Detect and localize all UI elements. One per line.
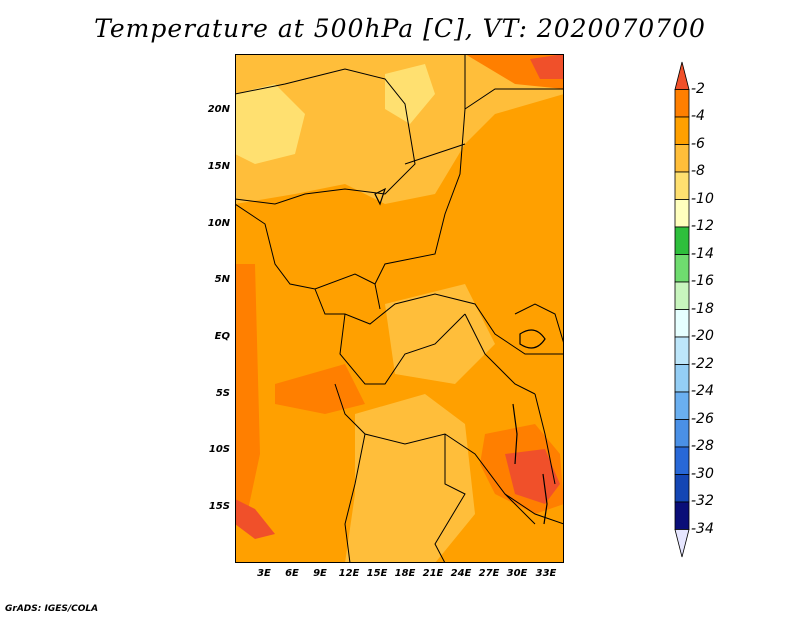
colorbar-label-m2: -2: [691, 81, 705, 97]
colorbar-label-m16: -16: [691, 273, 714, 289]
colorbar-swatch: [674, 171, 690, 200]
field-pale-south: [345, 394, 475, 563]
lake-malawi: [542, 473, 548, 525]
country-boundaries: [235, 54, 564, 563]
lat-label-5n: 5N: [214, 274, 230, 285]
boundary-congo: [339, 313, 466, 385]
lon-label-30e: 30E: [506, 568, 528, 579]
colorbar-label-m10: -10: [691, 191, 714, 207]
boundary-car: [314, 288, 564, 355]
field-hot-sw: [235, 499, 275, 539]
lat-label-10s: 10S: [208, 444, 230, 455]
boundary-niger-chad: [404, 143, 466, 165]
colorbar-bottom-triangle: [674, 529, 690, 558]
colorbar-label-m12: -12: [691, 218, 714, 234]
lon-label-12e: 12E: [338, 568, 360, 579]
colorbar-swatch: [674, 144, 690, 173]
colorbar-label-m24: -24: [691, 383, 714, 399]
colorbar-swatch: [674, 419, 690, 448]
colorbar-swatch: [674, 501, 690, 530]
map-frame: [235, 54, 564, 563]
lake-chad: [374, 187, 387, 206]
lat-label-15n: 15N: [207, 161, 230, 172]
boundary-zambia: [434, 434, 466, 563]
field-hot-se: [505, 449, 560, 504]
colorbar-label-m34: -34: [691, 521, 714, 537]
lakes: [374, 187, 548, 525]
colorbar-swatch: [674, 89, 690, 118]
field-hot-ne: [530, 54, 564, 79]
field-dark-sw: [275, 364, 365, 414]
colorbar-label-m30: -30: [691, 466, 714, 482]
boundary-nigeria: [235, 203, 376, 290]
colorbar-label-m26: -26: [691, 411, 714, 427]
lat-label-eq: EQ: [214, 331, 230, 342]
boundary-malawi: [504, 493, 564, 525]
lat-label-5s: 5S: [215, 388, 230, 399]
lon-label-27e: 27E: [478, 568, 500, 579]
lon-label-33e: 33E: [535, 568, 557, 579]
colorbar: [674, 61, 690, 558]
colorbar-swatch: [674, 336, 690, 365]
lon-label-9e: 9E: [313, 568, 327, 579]
field-pale-center: [385, 284, 495, 384]
lon-label-15e: 15E: [366, 568, 388, 579]
boundary-tanzania: [534, 393, 556, 485]
colorbar-swatch: [674, 446, 690, 475]
colorbar-swatch: [674, 391, 690, 420]
lat-label-15s: 15S: [208, 501, 230, 512]
lon-label-3e: 3E: [257, 568, 271, 579]
lon-label-6e: 6E: [285, 568, 299, 579]
boundary-drc-east: [464, 313, 536, 395]
field-dark-west: [235, 264, 260, 524]
boundary-uganda: [514, 303, 564, 345]
colorbar-swatch: [674, 226, 690, 255]
colorbar-swatch: [674, 199, 690, 228]
field-light-nw: [235, 84, 305, 164]
colorbar-swatch: [674, 474, 690, 503]
colorbar-swatch: [674, 309, 690, 338]
colorbar-label-m28: -28: [691, 438, 714, 454]
lat-label-10n: 10N: [207, 218, 230, 229]
colorbar-label-m4: -4: [691, 108, 705, 124]
temperature-field: [235, 54, 564, 563]
field-north-pale: [235, 54, 564, 204]
lake-victoria: [519, 329, 546, 349]
map-title: Temperature at 500hPa [C], VT: 202007070…: [94, 14, 706, 43]
colorbar-swatch: [674, 281, 690, 310]
colorbar-top-triangle: [674, 61, 690, 90]
lon-label-24e: 24E: [450, 568, 472, 579]
colorbar-label-m22: -22: [691, 356, 714, 372]
boundary-egypt-libya: [464, 54, 564, 110]
colorbar-swatch: [674, 254, 690, 283]
boundary-sahel-north: [235, 68, 416, 205]
field-light-n: [385, 64, 435, 124]
lon-label-18e: 18E: [394, 568, 416, 579]
colorbar-label-m14: -14: [691, 246, 714, 262]
lake-tanganyika: [512, 403, 518, 465]
lon-label-21e: 21E: [422, 568, 444, 579]
boundary-angola-north: [334, 383, 536, 525]
colorbar-swatch: [674, 364, 690, 393]
footer-credit: GrADS: IGES/COLA: [5, 604, 99, 614]
colorbar-swatch: [674, 116, 690, 145]
colorbar-label-m6: -6: [691, 136, 705, 152]
colorbar-label-m20: -20: [691, 328, 714, 344]
colorbar-label-m18: -18: [691, 301, 714, 317]
map-panel: [235, 54, 564, 563]
colorbar-label-m8: -8: [691, 163, 705, 179]
colorbar-label-m32: -32: [691, 493, 714, 509]
lat-label-20n: 20N: [207, 104, 230, 115]
boundary-angola-west: [344, 433, 366, 563]
